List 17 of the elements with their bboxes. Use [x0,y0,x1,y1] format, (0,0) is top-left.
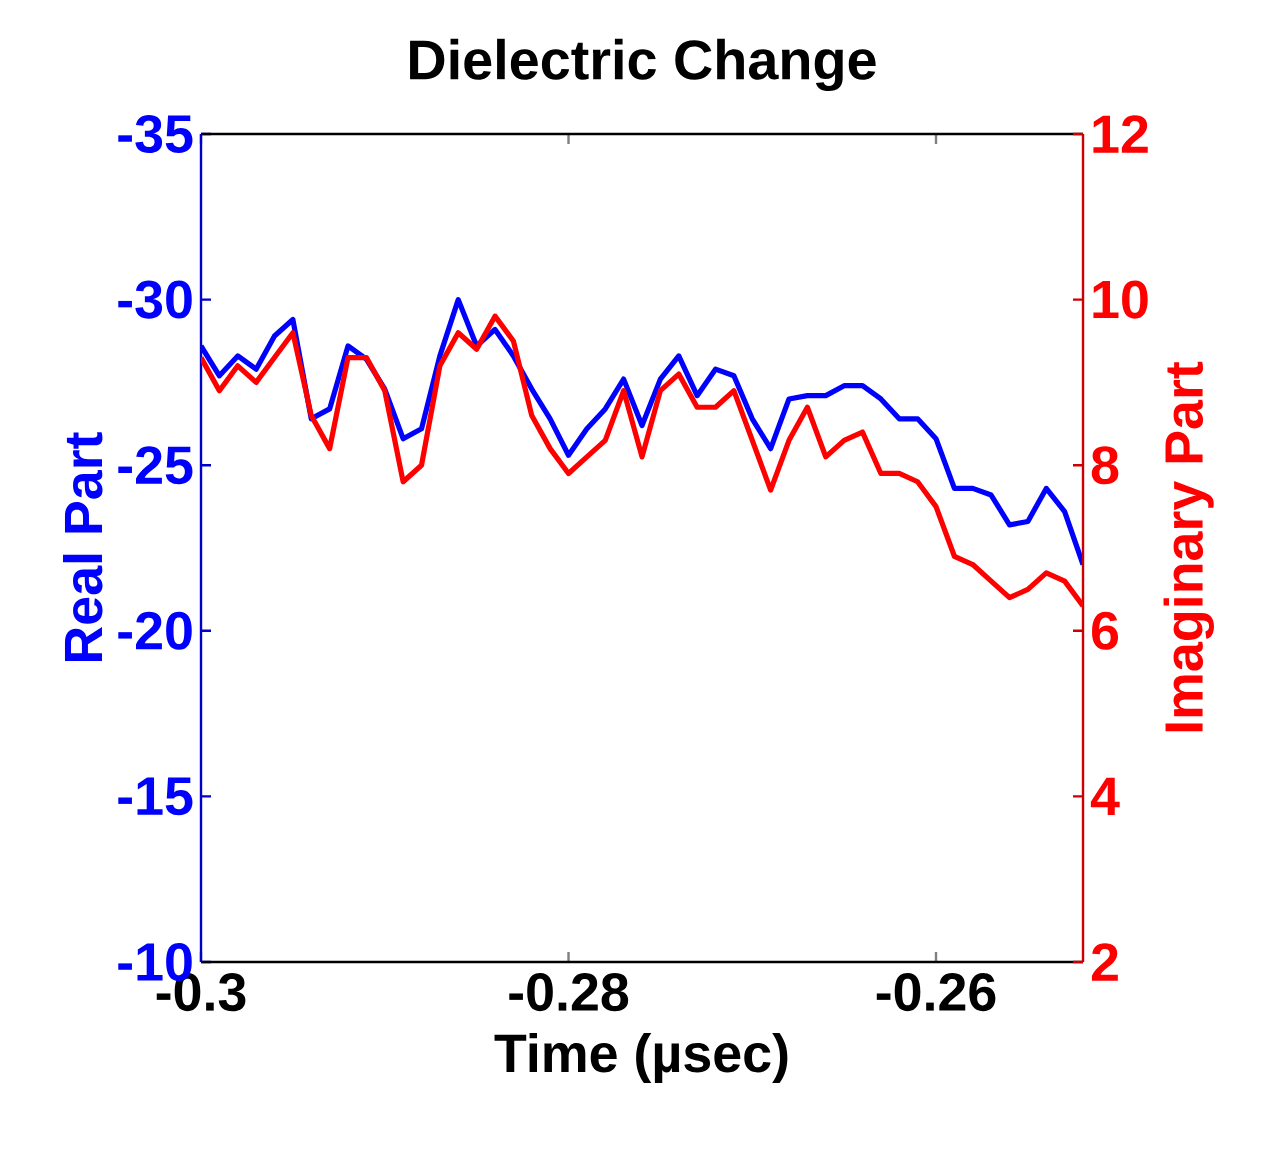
y-tick-label: -25 [118,446,193,485]
y2-tick-label: 8 [1091,446,1119,485]
y-tick-label: -30 [118,280,192,319]
y-axis-title: Real Part [63,432,103,662]
y-tick-label: -35 [118,114,193,154]
x-tick-label: -0.28 [509,973,629,1012]
y2-tick-label: 4 [1090,777,1120,815]
y2-tick-label: 10 [1093,280,1148,319]
x-tick-label: -0.26 [876,973,996,1012]
y2-tick-label: 6 [1092,611,1119,650]
y2-tick-label: 12 [1093,115,1148,153]
y2-tick-label: 2 [1091,943,1118,981]
x-axis-title: Time (µsec) [494,1032,788,1084]
y-tick-label: -20 [118,611,192,650]
y-tick-label: -15 [118,777,193,816]
chart-title: Dielectric Change [410,38,876,91]
y2-axis-title: Imaginary Part [1163,361,1214,732]
